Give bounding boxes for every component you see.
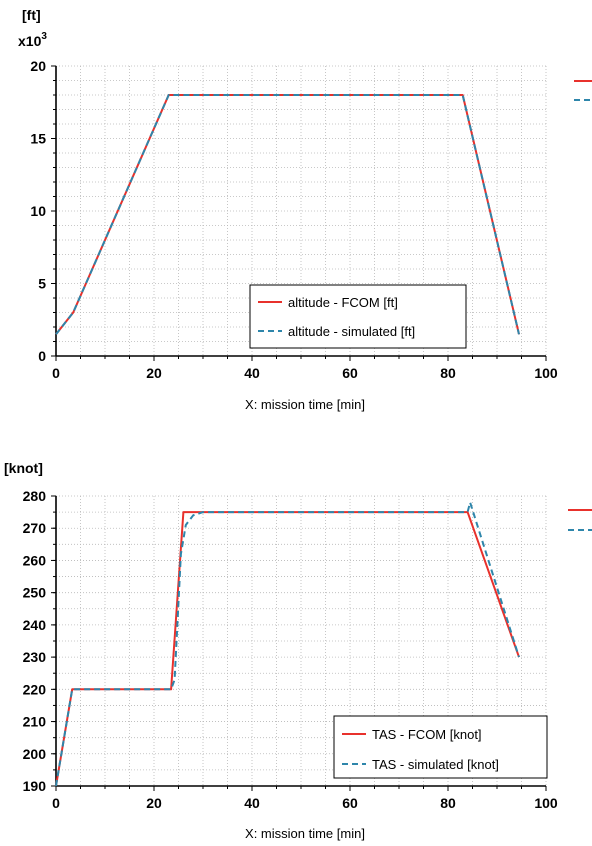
- y-unit-label: [ft]: [22, 7, 41, 23]
- x-tick-label: 0: [52, 795, 60, 811]
- y-tick-label: 200: [23, 746, 47, 762]
- legend: TAS - FCOM [knot] TAS - simulated [knot]: [333, 715, 548, 779]
- y-ticks: 190 200 210 220 230 240 250 260 270 280: [23, 488, 56, 794]
- y-tick-label: 220: [23, 681, 47, 697]
- legend-entry-simulated: altitude - simulated [ft]: [288, 324, 415, 339]
- y-tick-label: 190: [23, 778, 47, 794]
- x-tick-label: 20: [146, 365, 162, 381]
- x-axis-label: X: mission time [min]: [245, 397, 365, 412]
- x-ticks: 0 20 40 60 80 100: [52, 356, 558, 381]
- y-ticks: 0 5 10 15 20: [30, 58, 56, 364]
- legend-entry-fcom: TAS - FCOM [knot]: [372, 727, 482, 742]
- y-tick-label: 15: [30, 131, 46, 147]
- y-unit-label: [knot]: [4, 460, 43, 476]
- y-tick-label: 260: [23, 552, 47, 568]
- y-tick-label: 20: [30, 58, 46, 74]
- x-tick-label: 100: [534, 365, 558, 381]
- series-line-simulated: [55, 94, 520, 335]
- legend-box: [249, 284, 467, 349]
- y-tick-label: 10: [30, 203, 46, 219]
- y-tick-label: 240: [23, 617, 47, 633]
- x-tick-label: 20: [146, 795, 162, 811]
- x-tick-label: 40: [244, 795, 260, 811]
- series-line-simulated: [55, 501, 520, 787]
- y-tick-label: 250: [23, 585, 47, 601]
- x-tick-label: 60: [342, 795, 358, 811]
- series-lines: [55, 94, 520, 335]
- legend-entry-fcom: altitude - FCOM [ft]: [288, 295, 398, 310]
- y-multiplier-label: x103: [18, 31, 47, 49]
- x-tick-label: 60: [342, 365, 358, 381]
- x-tick-label: 0: [52, 365, 60, 381]
- x-tick-label: 80: [440, 365, 456, 381]
- series-lines: [55, 501, 520, 787]
- y-tick-label: 230: [23, 649, 47, 665]
- x-tick-label: 100: [534, 795, 558, 811]
- y-tick-label: 5: [38, 276, 46, 292]
- legend-entry-simulated: TAS - simulated [knot]: [372, 757, 499, 772]
- y-tick-label: 280: [23, 488, 47, 504]
- legend-box: [333, 715, 548, 779]
- y-tick-label: 270: [23, 520, 47, 536]
- x-tick-label: 40: [244, 365, 260, 381]
- altitude-chart: [ft] x103 0 5 10 15 20 0 20 40 60 80 100 X: missi…: [18, 7, 592, 412]
- y-tick-label: 210: [23, 714, 47, 730]
- x-tick-label: 80: [440, 795, 456, 811]
- tas-chart: [knot] 190 200 210 220 230 240 250 260 270 280 0 2…: [4, 460, 592, 841]
- x-axis-label: X: mission time [min]: [245, 826, 365, 841]
- x-ticks: 0 20 40 60 80 100: [52, 786, 558, 811]
- y-tick-label: 0: [38, 348, 46, 364]
- legend: altitude - FCOM [ft] altitude - simulate…: [249, 284, 467, 349]
